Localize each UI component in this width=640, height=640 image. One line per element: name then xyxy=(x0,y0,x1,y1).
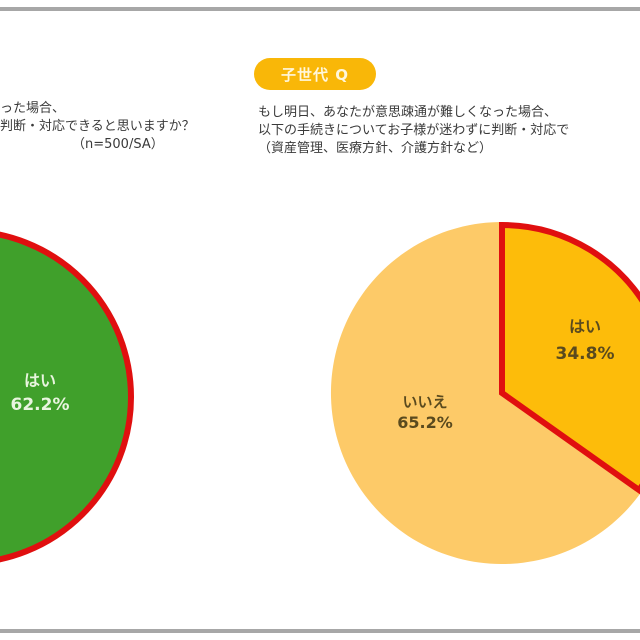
left-yes-value: 62.2% xyxy=(11,395,70,415)
left-pie-yes-slice xyxy=(0,231,134,563)
right-no-value: 65.2% xyxy=(397,413,453,432)
right-pie-no-slice xyxy=(330,222,640,564)
left-sample-size: （n=500/SA） xyxy=(72,137,164,152)
left-yes-label: はい xyxy=(24,371,56,390)
right-yes-label: はい xyxy=(569,317,601,336)
right-question-line-3: （資産管理、医療方針、介護方針など） xyxy=(258,141,493,156)
right-question-line-1: もし明日、あなたが意思疎通が難しくなった場合、 xyxy=(258,105,558,120)
left-question-line-1: った場合、 xyxy=(0,101,66,116)
right-no-label: いいえ xyxy=(402,393,447,411)
right-question-text: もし明日、あなたが意思疎通が難しくなった場合、 以下の手続きについてお子様が迷わ… xyxy=(258,104,569,158)
right-yes-value: 34.8% xyxy=(556,344,615,364)
left-pie-chart: はい 62.2% xyxy=(0,231,134,563)
right-pie-yes-slice xyxy=(499,221,640,495)
child-generation-badge: 子世代 Q xyxy=(254,58,376,90)
badge-label: 子世代 Q xyxy=(281,65,349,84)
right-question-line-2: 以下の手続きについてお子様が迷わずに判断・対応で xyxy=(258,123,570,138)
bottom-border xyxy=(0,629,640,633)
left-question-line-2: 判断・対応できると思いますか？ xyxy=(0,119,195,134)
right-pie-chart: はい 34.8% いいえ 65.2% xyxy=(330,221,640,564)
top-border xyxy=(0,7,640,11)
